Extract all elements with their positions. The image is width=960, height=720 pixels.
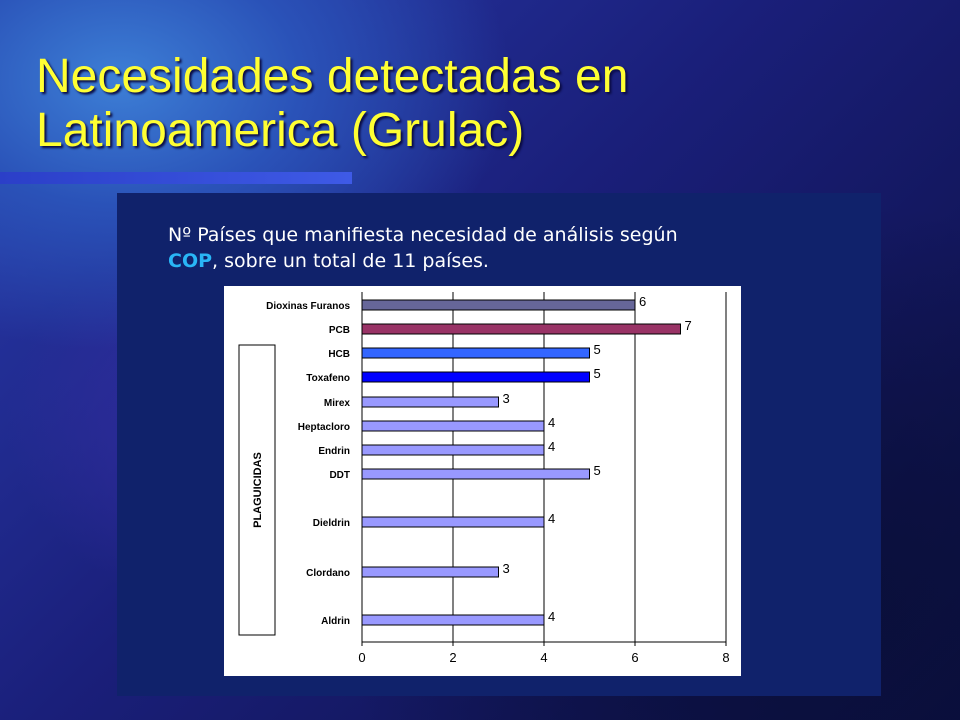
bar <box>361 444 545 456</box>
bar <box>361 347 590 359</box>
category-label: HCB <box>328 349 350 360</box>
x-tick-label: 6 <box>631 650 638 665</box>
value-label: 5 <box>594 342 601 357</box>
bar <box>361 420 545 432</box>
subtitle-line-1: Nº Países que manifiesta necesidad de an… <box>168 224 678 246</box>
subtitle-line-2: , sobre un total de 11 países. <box>212 250 489 272</box>
category-label: Dioxinas Furanos <box>266 301 350 312</box>
value-label: 5 <box>594 463 601 478</box>
value-label: 5 <box>594 366 601 381</box>
bar-chart: 0 2 4 6 8 Dioxinas Furanos 6 PCB 7 HCB 5 Toxafeno 5 M… <box>224 286 741 676</box>
bar <box>361 614 545 626</box>
value-label: 4 <box>548 511 555 526</box>
category-label: Dieldrin <box>313 518 350 529</box>
x-tick-label: 2 <box>449 650 456 665</box>
category-label: Mirex <box>324 398 351 409</box>
group-label: PLAGUICIDAS <box>252 452 264 528</box>
slide-title-line-1: Necesidades detectadas en <box>36 50 629 103</box>
bar <box>361 516 545 528</box>
category-label: PCB <box>329 325 350 336</box>
value-label: 7 <box>685 318 692 333</box>
value-label: 6 <box>639 294 646 309</box>
category-label: Heptacloro <box>298 422 350 433</box>
value-label: 4 <box>548 415 555 430</box>
bar <box>361 396 499 408</box>
category-label: DDT <box>329 470 350 481</box>
bar-chart-svg: 0 2 4 6 8 Dioxinas Furanos 6 PCB 7 HCB 5 Toxafeno 5 M… <box>238 292 730 665</box>
category-label: Endrin <box>318 446 350 457</box>
bar <box>361 299 636 311</box>
value-label: 4 <box>548 439 555 454</box>
slide-title: Necesidades detectadas en Latinoamerica … <box>36 50 628 158</box>
chart-subtitle: Nº Países que manifiesta necesidad de an… <box>168 222 678 274</box>
category-label: Aldrin <box>321 616 350 627</box>
x-tick-label: 0 <box>358 650 365 665</box>
bar <box>361 566 499 578</box>
group-bracket <box>238 344 276 636</box>
category-label: Clordano <box>306 568 350 579</box>
value-label: 3 <box>503 561 510 576</box>
value-label: 3 <box>503 391 510 406</box>
x-tick-label: 4 <box>540 650 547 665</box>
bar <box>361 468 590 480</box>
bar <box>361 323 681 335</box>
title-underline-bar <box>0 172 352 184</box>
slide-title-line-2: Latinoamerica (Grulac) <box>36 104 525 157</box>
x-tick-label: 8 <box>722 650 729 665</box>
value-label: 4 <box>548 609 555 624</box>
bar <box>361 371 590 383</box>
subtitle-highlight-cop: COP <box>168 250 213 272</box>
category-label: Toxafeno <box>306 373 350 384</box>
